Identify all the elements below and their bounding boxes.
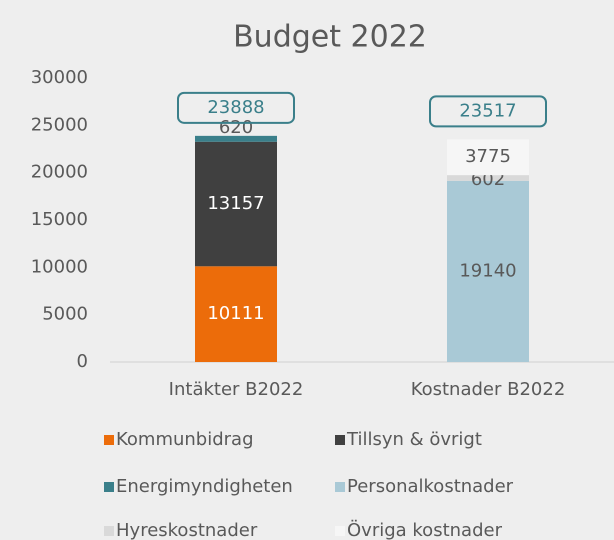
y-tick-label: 25000 (31, 114, 88, 135)
total-label: 23888 (207, 97, 264, 118)
legend-label: Övriga kostnader (347, 519, 503, 540)
total-box (429, 95, 547, 128)
legend-label: Kommunbidrag (116, 429, 254, 450)
data-label: 19140 (459, 260, 516, 281)
legend-label: Energimyndigheten (116, 476, 293, 497)
total-box (177, 91, 295, 124)
legend-label: Tillsyn & övrigt (346, 429, 482, 450)
x-tick-label: Kostnader B2022 (411, 379, 566, 400)
y-tick-label: 0 (77, 351, 88, 372)
bar-segment (195, 266, 277, 362)
legend-label: Personalkostnader (347, 476, 514, 497)
legend-swatch (104, 526, 114, 536)
legend-swatch (335, 526, 345, 536)
bar-segment (447, 175, 529, 181)
bar-segment (447, 139, 529, 176)
data-label: 10111 (207, 303, 264, 324)
data-label: 13157 (207, 193, 264, 214)
y-tick-label: 10000 (31, 256, 88, 277)
y-tick-label: 30000 (31, 67, 88, 88)
legend-swatch (335, 435, 345, 445)
legend-swatch (335, 482, 345, 492)
chart-title: Budget 2022 (233, 20, 427, 55)
bar-segment (447, 180, 529, 362)
x-tick-label: Intäkter B2022 (169, 379, 304, 400)
bar-segment (195, 135, 277, 142)
data-label: 3775 (465, 146, 511, 167)
legend-swatch (104, 482, 114, 492)
y-tick-label: 5000 (42, 304, 88, 325)
y-tick-label: 15000 (31, 209, 88, 230)
y-tick-label: 20000 (31, 162, 88, 183)
legend-label: Hyreskostnader (116, 520, 258, 540)
data-label: 620 (219, 117, 253, 138)
bar-segment (195, 141, 277, 267)
legend-swatch (104, 435, 114, 445)
total-label: 23517 (459, 100, 516, 121)
